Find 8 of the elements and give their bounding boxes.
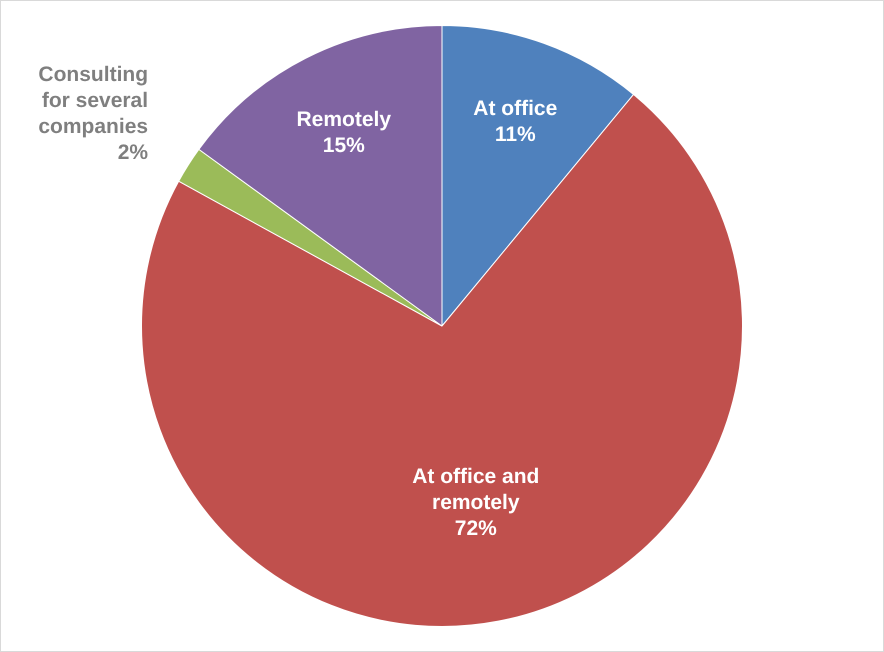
data-label: 11% bbox=[494, 123, 536, 146]
data-label: 15% bbox=[322, 134, 366, 158]
slice-label: Remotely bbox=[296, 108, 392, 132]
slice-label: At office bbox=[473, 97, 558, 120]
slice-label: Consulting for several companies bbox=[38, 62, 148, 138]
data-label: 72% bbox=[454, 516, 498, 540]
data-label: 2% bbox=[118, 140, 148, 164]
slice-label: At office and remotely bbox=[412, 464, 540, 514]
